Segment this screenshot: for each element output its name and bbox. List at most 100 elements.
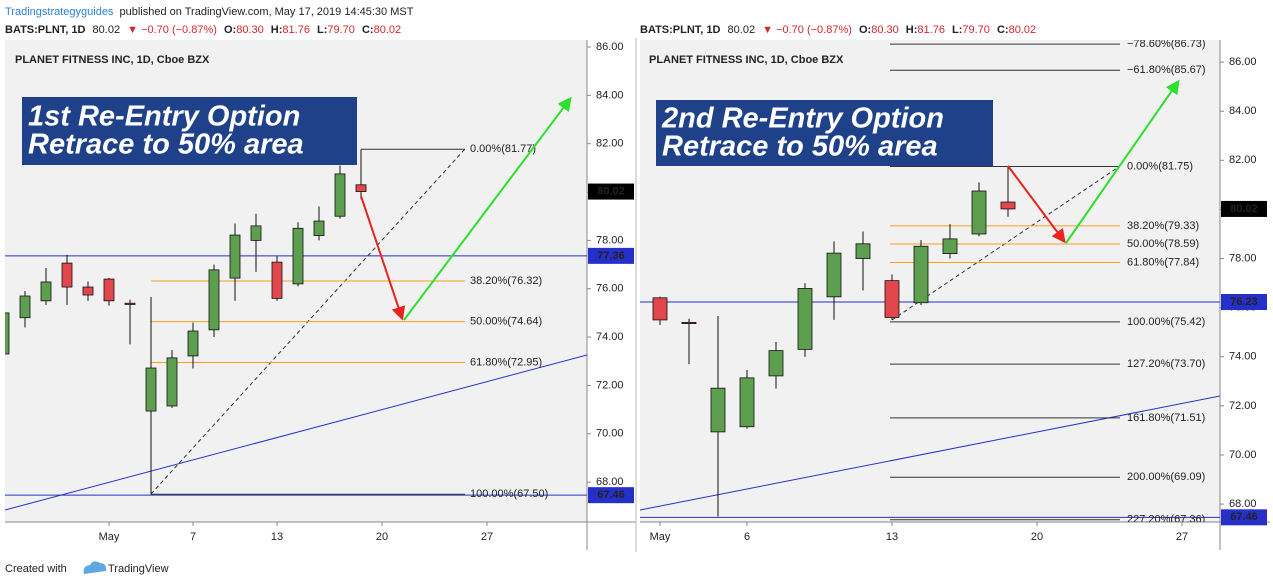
arrow-down — [360, 195, 406, 321]
ohlc-value: 80.30 — [236, 24, 264, 36]
y-tick-label: 70.00 — [1229, 449, 1257, 461]
y-tick-label: 84.00 — [596, 89, 624, 101]
arrow-up — [403, 96, 572, 321]
fib-label: 50.00%(74.64) — [470, 316, 542, 328]
candle-body — [292, 227, 304, 285]
chart-title: PLANET FITNESS INC, 1D, Cboe BZX — [15, 54, 210, 66]
x-tick-label: 20 — [376, 531, 388, 543]
quote: BATS:PLNT, 1D 80.02 ▼ −0.70 (−0.87%) O:8… — [5, 24, 401, 36]
trend-line — [640, 395, 1220, 511]
fib-label: 0.00%(81.77) — [470, 143, 536, 155]
price-label: 80.02 — [597, 185, 625, 197]
price-axis: 68.0070.0072.0074.0076.0078.0080.0082.00… — [99, 41, 634, 543]
y-tick-label: 84.00 — [1229, 105, 1257, 117]
y-tick-label: 76.00 — [596, 283, 624, 295]
candle-body — [797, 288, 813, 350]
fib-label: 100.00%(75.42) — [1127, 316, 1205, 328]
candle-body — [652, 297, 668, 321]
fib-label: −61.80%(85.67) — [1127, 64, 1206, 76]
trend-line — [5, 354, 587, 511]
ohlc-label: L: — [317, 24, 327, 36]
candle-body — [884, 280, 900, 318]
ohlc-value: 80.02 — [374, 24, 402, 36]
ohlc-value: 81.76 — [917, 24, 945, 36]
y-tick-label: 78.00 — [596, 234, 624, 246]
price-label: 76.23 — [1230, 296, 1258, 308]
last: 80.02 — [93, 24, 121, 36]
ohlc-label: H: — [271, 24, 283, 36]
price-label-box — [1221, 509, 1267, 526]
y-tick-label: 78.00 — [1229, 252, 1257, 264]
candle-body — [40, 281, 52, 302]
candle-body — [1000, 201, 1016, 210]
price-label-box — [588, 247, 634, 264]
author: Tradingstrategyguides — [5, 6, 114, 18]
candle-body — [145, 367, 157, 412]
price-label-box — [1221, 293, 1267, 310]
y-tick-label: 86.00 — [1229, 56, 1257, 68]
candle-body — [971, 190, 987, 235]
fib-label: 61.80%(72.95) — [470, 356, 542, 368]
y-tick-label: 68.00 — [596, 476, 624, 488]
fib-label: 38.20%(76.32) — [470, 275, 542, 287]
candle-body — [768, 350, 784, 377]
arrow-up — [1065, 79, 1180, 244]
candle-body — [61, 262, 73, 288]
fib-label: 38.20%(79.33) — [1127, 220, 1199, 232]
candle-body — [681, 321, 697, 325]
price-label: 67.46 — [597, 489, 625, 501]
arrow-down — [1007, 165, 1066, 244]
y-tick-label: 82.00 — [596, 138, 624, 150]
symbol: BATS:PLNT, 1D — [5, 24, 86, 36]
price-label-box — [1221, 200, 1267, 217]
candle-body — [942, 238, 958, 255]
candle-body — [855, 243, 871, 259]
candle-body — [739, 377, 755, 428]
fib-label: 200.00%(69.09) — [1127, 471, 1205, 483]
candle-body — [826, 252, 842, 298]
x-tick-label: 13 — [886, 531, 898, 543]
annotation: Retrace to 50% area — [662, 131, 938, 163]
brand: TradingView — [108, 563, 169, 575]
ohlc-label: C: — [362, 24, 374, 36]
annotation-box — [656, 100, 993, 166]
footer-text: Created with — [5, 563, 67, 575]
last: 80.02 — [728, 24, 756, 36]
candle-body — [313, 220, 325, 236]
price-axis: 68.0070.0072.0074.0076.0078.0080.0082.00… — [650, 56, 1267, 543]
candle-body — [82, 286, 94, 296]
candle-body — [124, 302, 136, 305]
change: ▼ −0.70 (−0.87%) — [127, 24, 217, 36]
annotation: Retrace to 50% area — [28, 129, 304, 161]
ohlc-label: L: — [952, 24, 962, 36]
fib-label: −78.60%(86.73) — [1127, 38, 1206, 50]
drawings — [1007, 79, 1180, 244]
price-label: 77.36 — [597, 250, 625, 262]
candle-body — [229, 234, 241, 279]
y-tick-label: 72.00 — [596, 379, 624, 391]
x-tick-label: 6 — [744, 531, 750, 543]
y-tick-label: 82.00 — [1229, 154, 1257, 166]
x-tick-label: 27 — [481, 531, 493, 543]
header: Tradingstrategyguides published on Tradi… — [5, 6, 414, 18]
fib-label: 127.20%(73.70) — [1127, 358, 1205, 370]
ohlc-label: H: — [906, 24, 918, 36]
x-tick-label: 7 — [190, 531, 196, 543]
candle-body — [208, 269, 220, 331]
x-tick-label: 27 — [1176, 531, 1188, 543]
y-tick-label: 68.00 — [1229, 498, 1257, 510]
candle-body — [187, 330, 199, 357]
candle-body — [103, 278, 115, 302]
ohlc-value: 81.76 — [282, 24, 310, 36]
ohlc-value: 80.30 — [871, 24, 899, 36]
fib-label: 161.80%(71.51) — [1127, 412, 1205, 424]
candle-body — [355, 184, 367, 192]
ohlc-value: 80.02 — [1009, 24, 1037, 36]
fib-label: 227.20%(67.36) — [1127, 514, 1205, 526]
y-tick-label: 70.00 — [596, 428, 624, 440]
plot: 0.00%(81.77) 38.20%(76.32) 50.00%(74.64) 61… — [5, 143, 587, 511]
ohlc-label: C: — [997, 24, 1009, 36]
candle-body — [334, 173, 346, 217]
ohlc-value: 79.70 — [327, 24, 355, 36]
